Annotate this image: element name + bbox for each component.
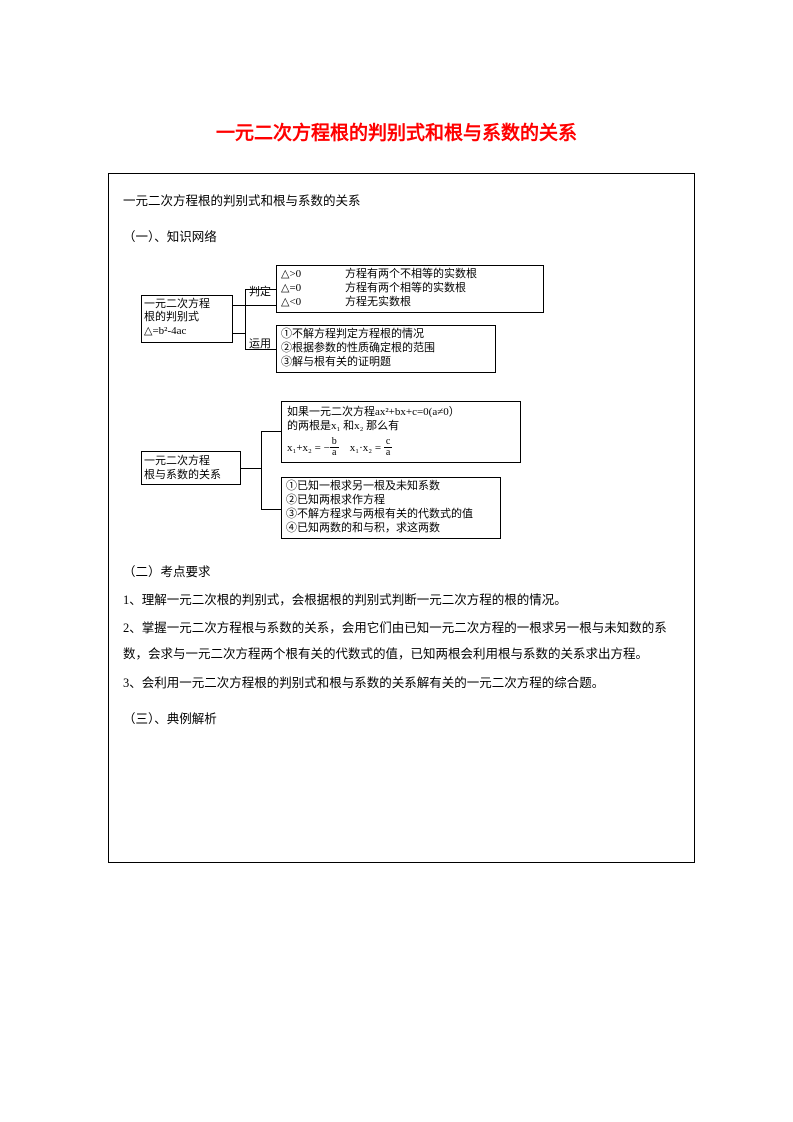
section-1-label: （一）、知识网络 <box>123 224 680 250</box>
connector <box>233 305 276 306</box>
connector <box>233 333 245 334</box>
requirement-1: 1、理解一元二次根的判别式，会根据根的判别式判断一元二次方程的根的情况。 <box>123 587 680 613</box>
d1-r1-c2: 方程有两个不相等的实数根 <box>345 267 477 281</box>
d2-r2-l4: ④已知两数的和与积，求这两数 <box>286 521 496 535</box>
page-title: 一元二次方程根的判别式和根与系数的关系 <box>0 0 793 173</box>
d1-r2-c2: 方程有两个相等的实数根 <box>345 281 466 295</box>
section-3-label: （三）、典例解析 <box>123 706 680 732</box>
eq-mid: x₁·x₂ = <box>339 442 384 454</box>
requirement-2: 2、掌握一元二次方程根与系数的关系，会用它们由已知一元二次方程的一根求另一根与未… <box>123 615 680 668</box>
connector <box>261 431 281 432</box>
d1-r3-c2: 方程无实数根 <box>345 295 411 309</box>
d2-left-l2: 根与系数的关系 <box>144 468 238 482</box>
d2-r2-l1: ①已知一根求另一根及未知系数 <box>286 479 496 493</box>
d1-r1-c1: △>0 <box>281 267 345 281</box>
d2-r1-l1: 如果一元二次方程ax²+bx+c=0(a≠0） <box>287 405 515 420</box>
d2-left-l1: 一元二次方程 <box>144 454 238 468</box>
requirements-block: （二）考点要求 1、理解一元二次根的判别式，会根据根的判别式判断一元二次方程的根… <box>123 559 680 733</box>
d2-left-box: 一元二次方程 根与系数的关系 <box>141 451 241 485</box>
d1-right-box-2: ①不解方程判定方程根的情况 ②根据参数的性质确定根的范围 ③解与根有关的证明题 <box>276 325 496 373</box>
d1-left-box: 一元二次方程 根的判别式 △=b²-4ac <box>141 295 233 343</box>
section-2-label: （二）考点要求 <box>123 559 680 585</box>
d1-r2-l1: ①不解方程判定方程根的情况 <box>281 327 491 341</box>
frac-c-over-a: ca <box>384 437 392 458</box>
frac-den: a <box>330 448 339 458</box>
d2-r2-l2: ②已知两根求作方程 <box>286 493 496 507</box>
d1-left-l1: 一元二次方程 <box>144 298 230 312</box>
diagram-discriminant: 一元二次方程 根的判别式 △=b²-4ac 判定 运用 △>0方程有两个不相等的… <box>141 265 680 383</box>
diagram-vieta: 一元二次方程 根与系数的关系 如果一元二次方程ax²+bx+c=0(a≠0） 的… <box>141 401 680 541</box>
d1-left-l3: △=b²-4ac <box>144 325 230 339</box>
eq-pre: x₁+x₂ = − <box>287 442 330 454</box>
d2-r1-eq: x₁+x₂ = −ba x₁·x₂ = ca <box>287 438 515 459</box>
d1-right-box-1: △>0方程有两个不相等的实数根 △=0方程有两个相等的实数根 △<0方程无实数根 <box>276 265 544 313</box>
d1-r2-l2: ②根据参数的性质确定根的范围 <box>281 341 491 355</box>
d1-r3-c1: △<0 <box>281 295 345 309</box>
connector <box>261 431 262 509</box>
requirement-3: 3、会利用一元二次方程根的判别式和根与系数的关系解有关的一元二次方程的综合题。 <box>123 670 680 696</box>
d1-label-bot: 运用 <box>249 335 271 351</box>
d2-right-box-2: ①已知一根求另一根及未知系数 ②已知两根求作方程 ③不解方程求与两根有关的代数式… <box>281 477 501 539</box>
d2-r1-l2: 的两根是x₁ 和x₂ 那么有 <box>287 419 515 434</box>
d1-left-l2: 根的判别式 <box>144 311 230 325</box>
d2-r2-l3: ③不解方程求与两根有关的代数式的值 <box>286 507 496 521</box>
frac-den: a <box>384 448 392 458</box>
content-frame: 一元二次方程根的判别式和根与系数的关系 （一）、知识网络 一元二次方程 根的判别… <box>108 173 695 863</box>
frac-b-over-a: ba <box>330 437 339 458</box>
d2-right-box-1: 如果一元二次方程ax²+bx+c=0(a≠0） 的两根是x₁ 和x₂ 那么有 x… <box>281 401 521 463</box>
d1-r2-l3: ③解与根有关的证明题 <box>281 355 491 369</box>
connector <box>241 468 261 469</box>
d1-r2-c1: △=0 <box>281 281 345 295</box>
d1-label-top: 判定 <box>249 283 271 299</box>
connector <box>261 509 281 510</box>
connector <box>245 289 246 349</box>
heading-line: 一元二次方程根的判别式和根与系数的关系 <box>123 188 680 214</box>
